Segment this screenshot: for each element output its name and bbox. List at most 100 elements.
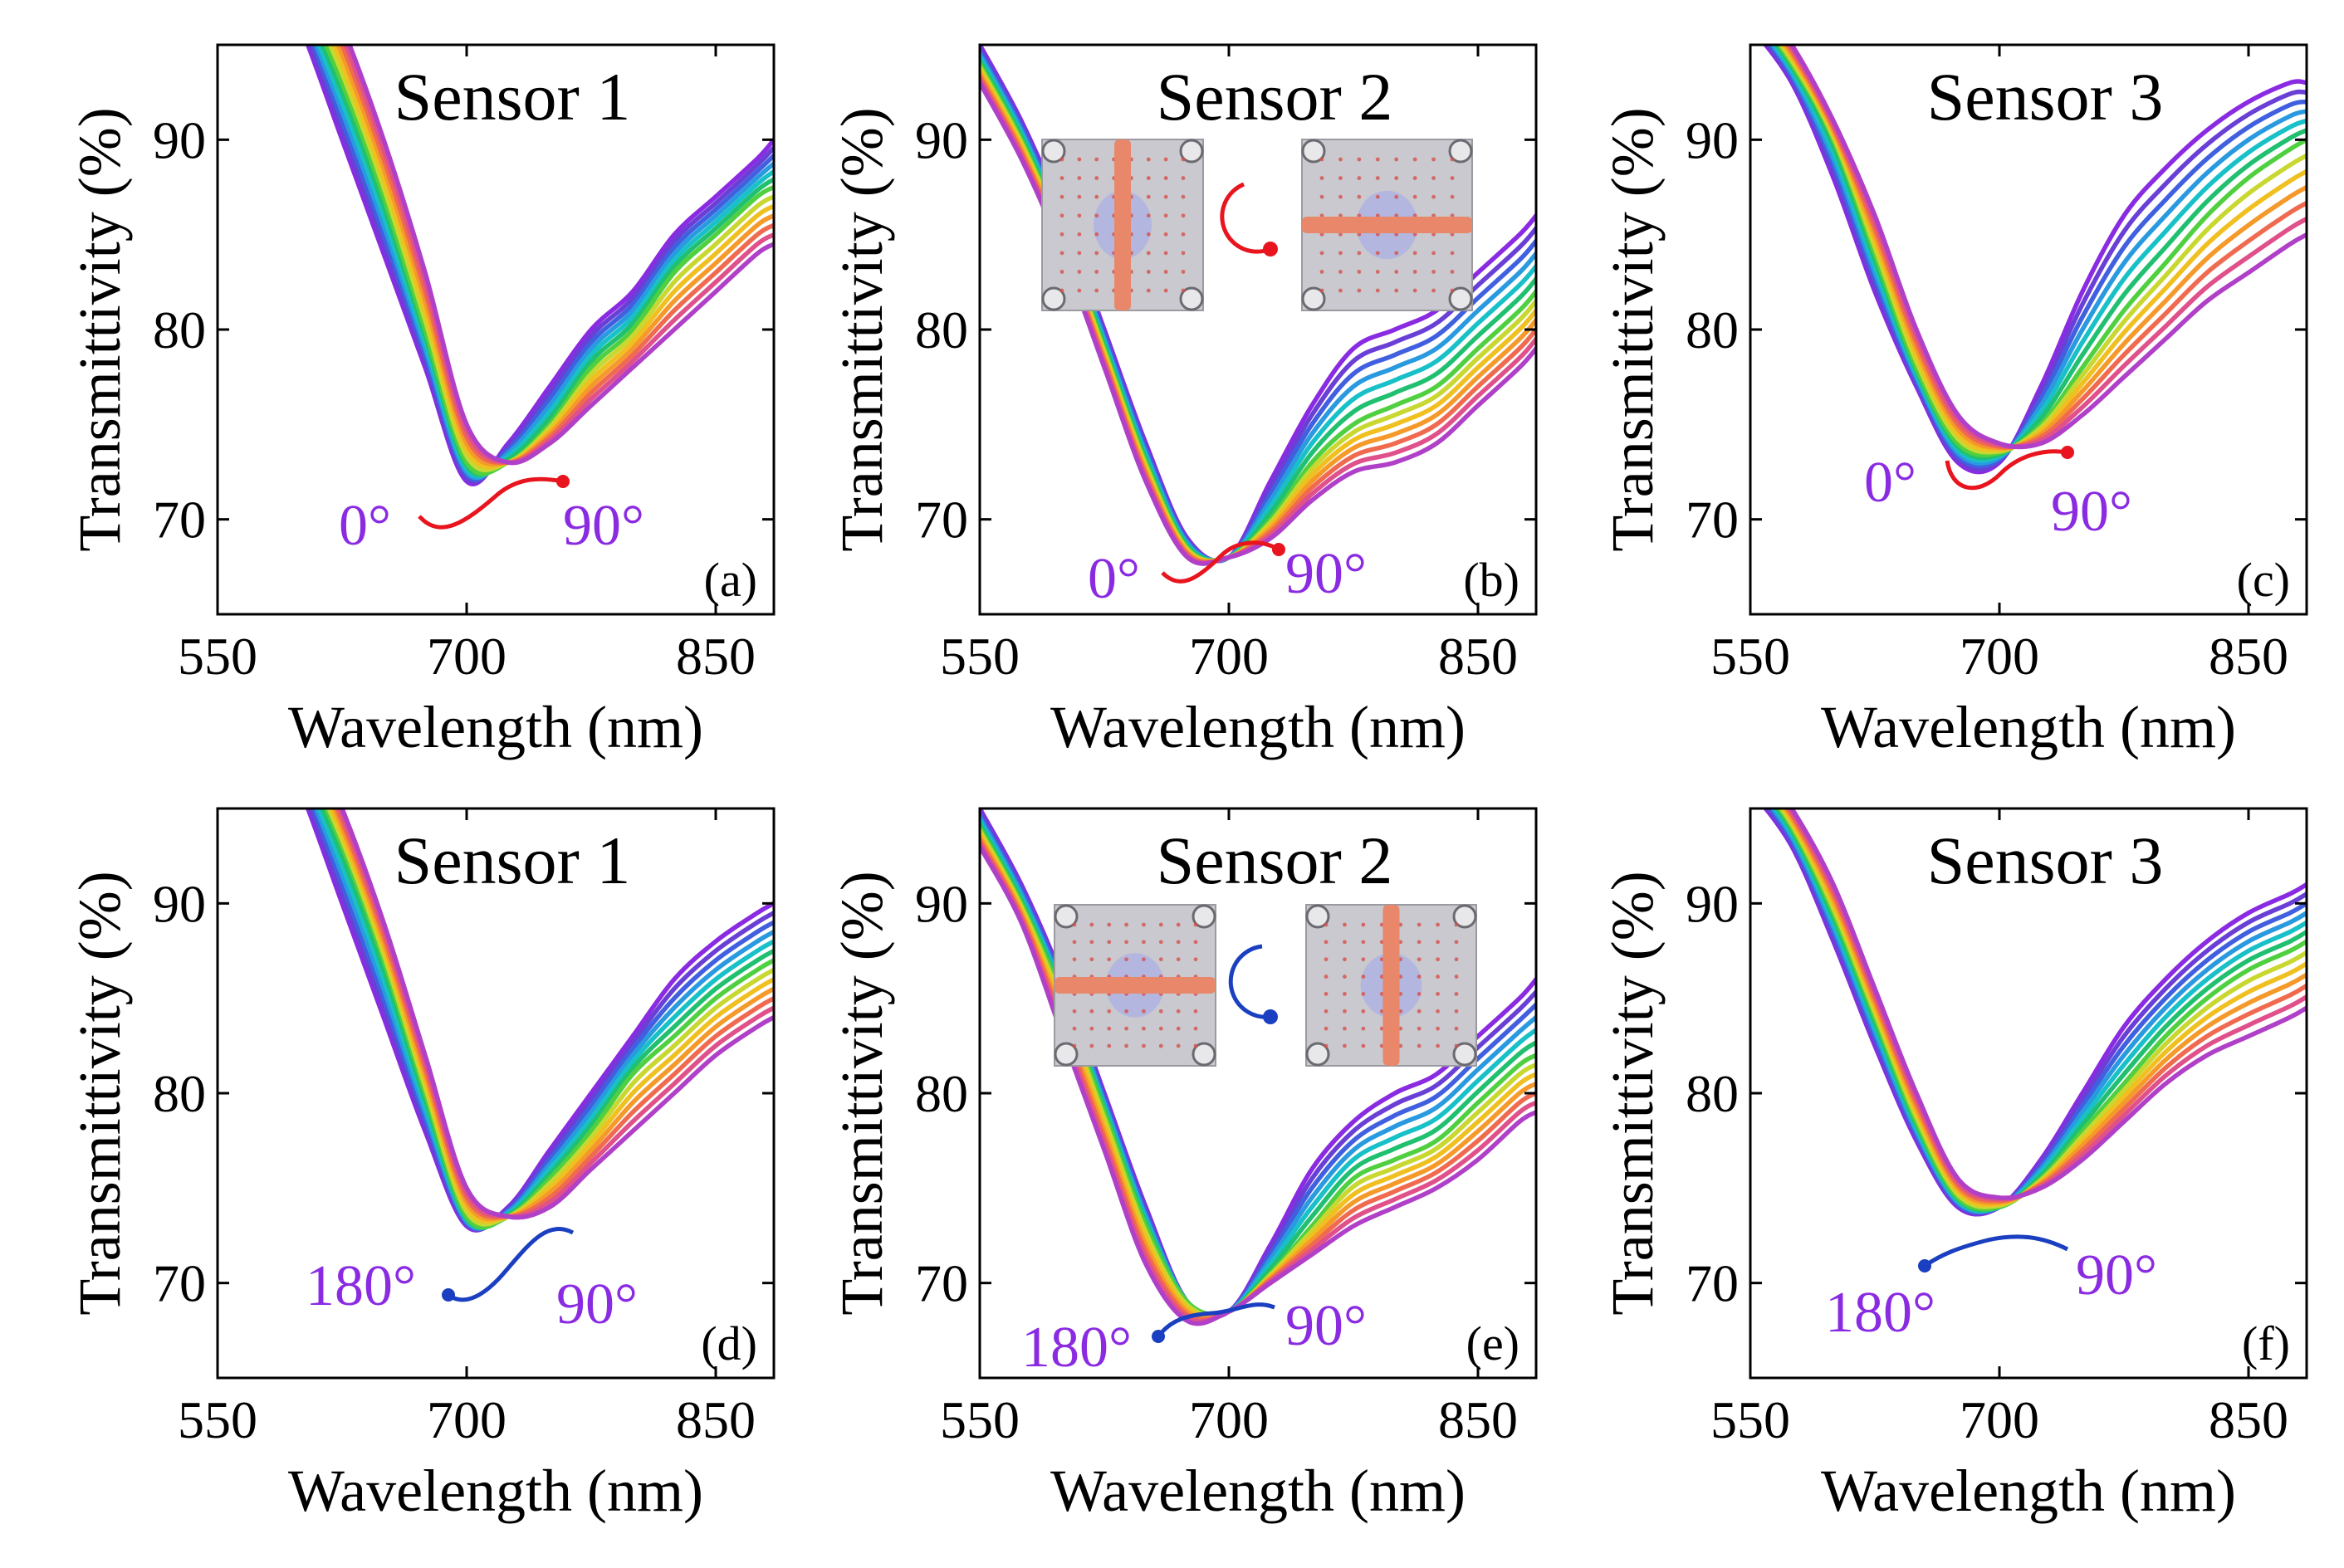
dot-pattern (1398, 957, 1403, 962)
ytick-label: 90 (1686, 110, 1739, 169)
dot-pattern (1319, 251, 1324, 256)
angle-start-label: 180° (306, 1254, 416, 1318)
screw-icon (1054, 1042, 1079, 1067)
dot-pattern (1417, 940, 1422, 945)
dot-pattern (1398, 1043, 1403, 1048)
dot-pattern (1436, 940, 1440, 945)
xtick-label: 700 (427, 627, 506, 686)
dot-pattern (1181, 270, 1186, 274)
xtick-label: 550 (940, 1390, 1020, 1449)
dot-pattern (1107, 922, 1112, 927)
dot-pattern (1450, 251, 1455, 256)
curve-a-12 (343, 45, 774, 465)
dot-pattern (1431, 194, 1436, 199)
dot-pattern (1454, 1026, 1459, 1031)
dot-pattern (1142, 957, 1146, 962)
panel-c: 550 700 850 70 80 90 Wavelength (nm) Transmitti… (1599, 43, 2308, 760)
dot-pattern (1094, 194, 1099, 199)
screw-icon (1452, 1042, 1477, 1067)
curve-a-10 (335, 45, 774, 466)
dot-pattern (1107, 1026, 1112, 1031)
ytick-label: 90 (153, 110, 206, 169)
dot-pattern (1357, 176, 1362, 180)
dot-pattern (1394, 251, 1399, 256)
dot-pattern (1124, 1009, 1128, 1014)
rotation-arrowhead-c (2061, 446, 2074, 459)
inset-rotation-arrow-icon (1220, 182, 1271, 254)
dot-pattern (1394, 176, 1399, 180)
panel-title: Sensor 3 (1927, 823, 2164, 898)
xtick-label: 550 (1710, 1390, 1790, 1449)
dot-pattern (1417, 1026, 1422, 1031)
dot-pattern (1357, 232, 1362, 237)
dot-pattern (1142, 1009, 1146, 1014)
screw-icon (1179, 286, 1204, 311)
dot-pattern (1436, 1043, 1440, 1048)
xtick-label: 850 (2209, 1390, 2288, 1449)
dot-pattern (1431, 251, 1436, 256)
dot-pattern (1146, 270, 1151, 274)
dot-pattern (1124, 957, 1128, 962)
dot-pattern (1324, 992, 1329, 996)
dot-pattern (1181, 213, 1186, 218)
rod-horizontal (1302, 217, 1472, 233)
panel-e: 550 700 850 70 80 90 Wavelength (nm) Transmitti… (829, 807, 1538, 1524)
dot-pattern (1454, 957, 1459, 962)
dot-pattern (1124, 1043, 1128, 1048)
curves-d (305, 808, 774, 1233)
dot-pattern (1361, 940, 1366, 945)
dot-pattern (1343, 1026, 1347, 1031)
dot-pattern (1357, 251, 1362, 256)
dot-pattern (1375, 157, 1380, 162)
dot-pattern (1072, 1026, 1077, 1031)
ytick-label: 80 (1686, 300, 1739, 359)
ytick-label: 70 (153, 491, 206, 550)
dot-pattern (1431, 157, 1436, 162)
dot-pattern (1436, 1026, 1440, 1031)
dot-pattern (1417, 922, 1422, 927)
dot-pattern (1394, 288, 1399, 293)
dot-pattern (1394, 270, 1399, 274)
dot-pattern (1077, 194, 1082, 199)
ytick-label: 70 (915, 491, 968, 550)
dot-pattern (1375, 232, 1380, 237)
dot-pattern (1343, 975, 1347, 979)
dot-pattern (1375, 176, 1380, 180)
panel-letter: (b) (1463, 553, 1519, 607)
dot-pattern (1379, 922, 1384, 927)
panel-title: Sensor 2 (1157, 823, 1393, 898)
xtick-label: 850 (676, 627, 756, 686)
panel-d: 550 700 850 70 80 90 Wavelength (nm) Transmitti… (66, 807, 776, 1524)
dot-pattern (1193, 1043, 1198, 1048)
dot-pattern (1454, 940, 1459, 945)
dot-pattern (1398, 975, 1403, 979)
dot-pattern (1343, 992, 1347, 996)
dot-pattern (1412, 213, 1417, 218)
rotation-arrowhead-b (1272, 543, 1285, 556)
curve-a-11 (340, 45, 774, 465)
xtick-label: 850 (676, 1390, 756, 1449)
dot-pattern (1319, 270, 1324, 274)
dot-pattern (1158, 957, 1163, 962)
dot-pattern (1094, 288, 1099, 293)
dot-pattern (1059, 157, 1064, 162)
dot-pattern (1142, 940, 1146, 945)
dot-pattern (1163, 232, 1168, 237)
dot-pattern (1089, 957, 1094, 962)
ytick-label: 80 (153, 300, 206, 359)
dot-pattern (1379, 992, 1384, 996)
dot-pattern (1181, 251, 1186, 256)
screw-icon (1301, 286, 1326, 311)
rotation-arrow-d (447, 1227, 575, 1302)
ytick-label: 80 (915, 1064, 968, 1123)
rotation-arrow-a (418, 476, 564, 530)
dot-pattern (1379, 957, 1384, 962)
dot-pattern (1431, 270, 1436, 274)
dot-pattern (1324, 940, 1329, 945)
dot-pattern (1436, 1009, 1440, 1014)
ytick-label: 70 (1686, 491, 1739, 550)
x-axis-label: Wavelength (nm) (1821, 1458, 2236, 1524)
dot-pattern (1343, 1043, 1347, 1048)
dot-pattern (1176, 957, 1181, 962)
angle-end-label: 90° (1285, 1294, 1367, 1358)
